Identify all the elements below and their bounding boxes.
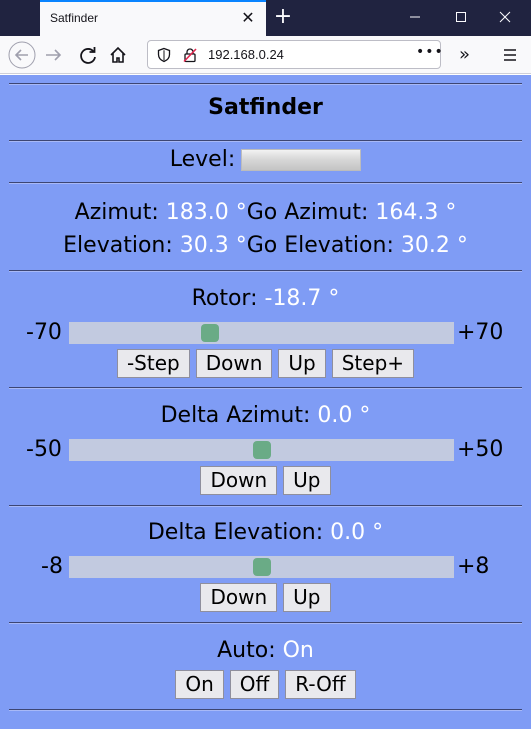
shield-icon[interactable] (156, 47, 172, 63)
delta-elevation-row: Delta Elevation: 0.0 ° (0, 519, 531, 547)
browser-toolbar: 192.168.0.24 ••• » (0, 36, 531, 74)
reload-icon[interactable] (74, 41, 102, 69)
forward-arrow-icon[interactable] (40, 41, 68, 69)
step-minus-button[interactable]: -Step (116, 349, 190, 378)
address-bar[interactable]: 192.168.0.24 ••• (147, 40, 444, 69)
home-icon[interactable] (104, 41, 132, 69)
go-azimut-value: 164.3 ° (375, 200, 457, 225)
rotor-buttons: -Step Down Up Step+ (0, 349, 531, 378)
back-arrow-icon[interactable] (8, 41, 36, 69)
delta-azimut-max-label: +50 (457, 437, 504, 462)
auto-on-button[interactable]: On (175, 670, 224, 699)
divider (9, 622, 522, 624)
delta-azimut-slider-thumb[interactable] (252, 441, 271, 459)
overflow-chevron-icon[interactable]: » (459, 44, 471, 65)
delta-azimut-value: 0.0 ° (317, 403, 371, 428)
page-actions-icon[interactable]: ••• (416, 44, 444, 60)
browser-tab-strip: Satfinder ✕ + (0, 0, 531, 36)
page-title: Satfinder (208, 95, 323, 120)
level-row: Level: (0, 146, 531, 174)
rotor-label: Rotor: (191, 286, 258, 311)
go-azimut-label: Go Azimut: (246, 200, 369, 225)
delta-elevation-label: Delta Elevation: (147, 520, 324, 545)
auto-buttons: On Off R-Off (0, 670, 531, 699)
divider (9, 505, 522, 507)
delta-elevation-value: 0.0 ° (330, 520, 384, 545)
delta-azimut-min-label: -50 (26, 437, 62, 462)
level-meter (241, 149, 362, 171)
rotor-min-label: -70 (26, 320, 62, 345)
new-tab-icon[interactable]: + (273, 4, 293, 29)
satfinder-page: Satfinder Level: Azimut: 183.0 °Go Azimu… (0, 75, 531, 729)
rotor-max-label: +70 (457, 320, 504, 345)
go-elevation-label: Go Elevation: (246, 233, 394, 258)
azimut-row: Azimut: 183.0 °Go Azimut: 164.3 ° (0, 199, 531, 227)
url-text[interactable]: 192.168.0.24 (208, 47, 284, 62)
divider (9, 140, 522, 142)
close-tab-icon[interactable]: ✕ (241, 8, 255, 27)
auto-row: Auto: On (0, 637, 531, 665)
delta-elevation-buttons: Down Up (0, 583, 531, 612)
insecure-lock-icon[interactable] (182, 47, 198, 63)
go-elevation-value: 30.2 ° (400, 233, 468, 258)
rotor-row: Rotor: -18.7 ° (0, 285, 531, 313)
tab-title: Satfinder (50, 11, 99, 25)
delta-elevation-slider[interactable] (69, 556, 454, 578)
level-label: Level: (169, 147, 236, 172)
browser-tab[interactable]: Satfinder ✕ (40, 0, 266, 36)
delta-elevation-slider-row: -8 +8 (0, 552, 531, 582)
hamburger-menu-icon[interactable] (496, 41, 524, 69)
elevation-label: Elevation: (63, 233, 173, 258)
delta-elevation-min-label: -8 (41, 554, 63, 579)
delta-azimut-row: Delta Azimut: 0.0 ° (0, 402, 531, 430)
delta-elevation-down-button[interactable]: Down (200, 583, 278, 612)
delta-azimut-slider-row: -50 +50 (0, 435, 531, 465)
rotor-slider-row: -70 +70 (0, 318, 531, 348)
auto-off-button[interactable]: Off (229, 670, 280, 699)
delta-azimut-slider[interactable] (69, 439, 454, 461)
azimut-value: 183.0 ° (165, 200, 247, 225)
delta-azimut-down-button[interactable]: Down (200, 466, 278, 495)
auto-label: Auto: (217, 638, 276, 663)
divider (9, 387, 522, 389)
delta-azimut-up-button[interactable]: Up (283, 466, 331, 495)
close-window-icon[interactable] (493, 6, 517, 28)
divider (9, 709, 522, 711)
divider (9, 270, 522, 272)
rotor-slider-thumb[interactable] (201, 324, 220, 342)
rotor-down-button[interactable]: Down (195, 349, 273, 378)
maximize-window-icon[interactable] (449, 6, 473, 28)
rotor-slider[interactable] (69, 322, 454, 344)
elevation-row: Elevation: 30.3 °Go Elevation: 30.2 ° (0, 232, 531, 260)
divider (9, 83, 522, 85)
azimut-label: Azimut: (74, 200, 159, 225)
delta-azimut-label: Delta Azimut: (160, 403, 311, 428)
minimize-window-icon[interactable] (403, 6, 427, 28)
step-plus-button[interactable]: Step+ (331, 349, 415, 378)
auto-value: On (282, 638, 314, 663)
elevation-value: 30.3 ° (179, 233, 247, 258)
delta-elevation-max-label: +8 (457, 554, 490, 579)
rotor-value: -18.7 ° (264, 286, 340, 311)
delta-elevation-slider-thumb[interactable] (252, 558, 271, 576)
delta-elevation-up-button[interactable]: Up (283, 583, 331, 612)
auto-r-off-button[interactable]: R-Off (285, 670, 356, 699)
divider (9, 182, 522, 184)
delta-azimut-buttons: Down Up (0, 466, 531, 495)
rotor-up-button[interactable]: Up (278, 349, 326, 378)
